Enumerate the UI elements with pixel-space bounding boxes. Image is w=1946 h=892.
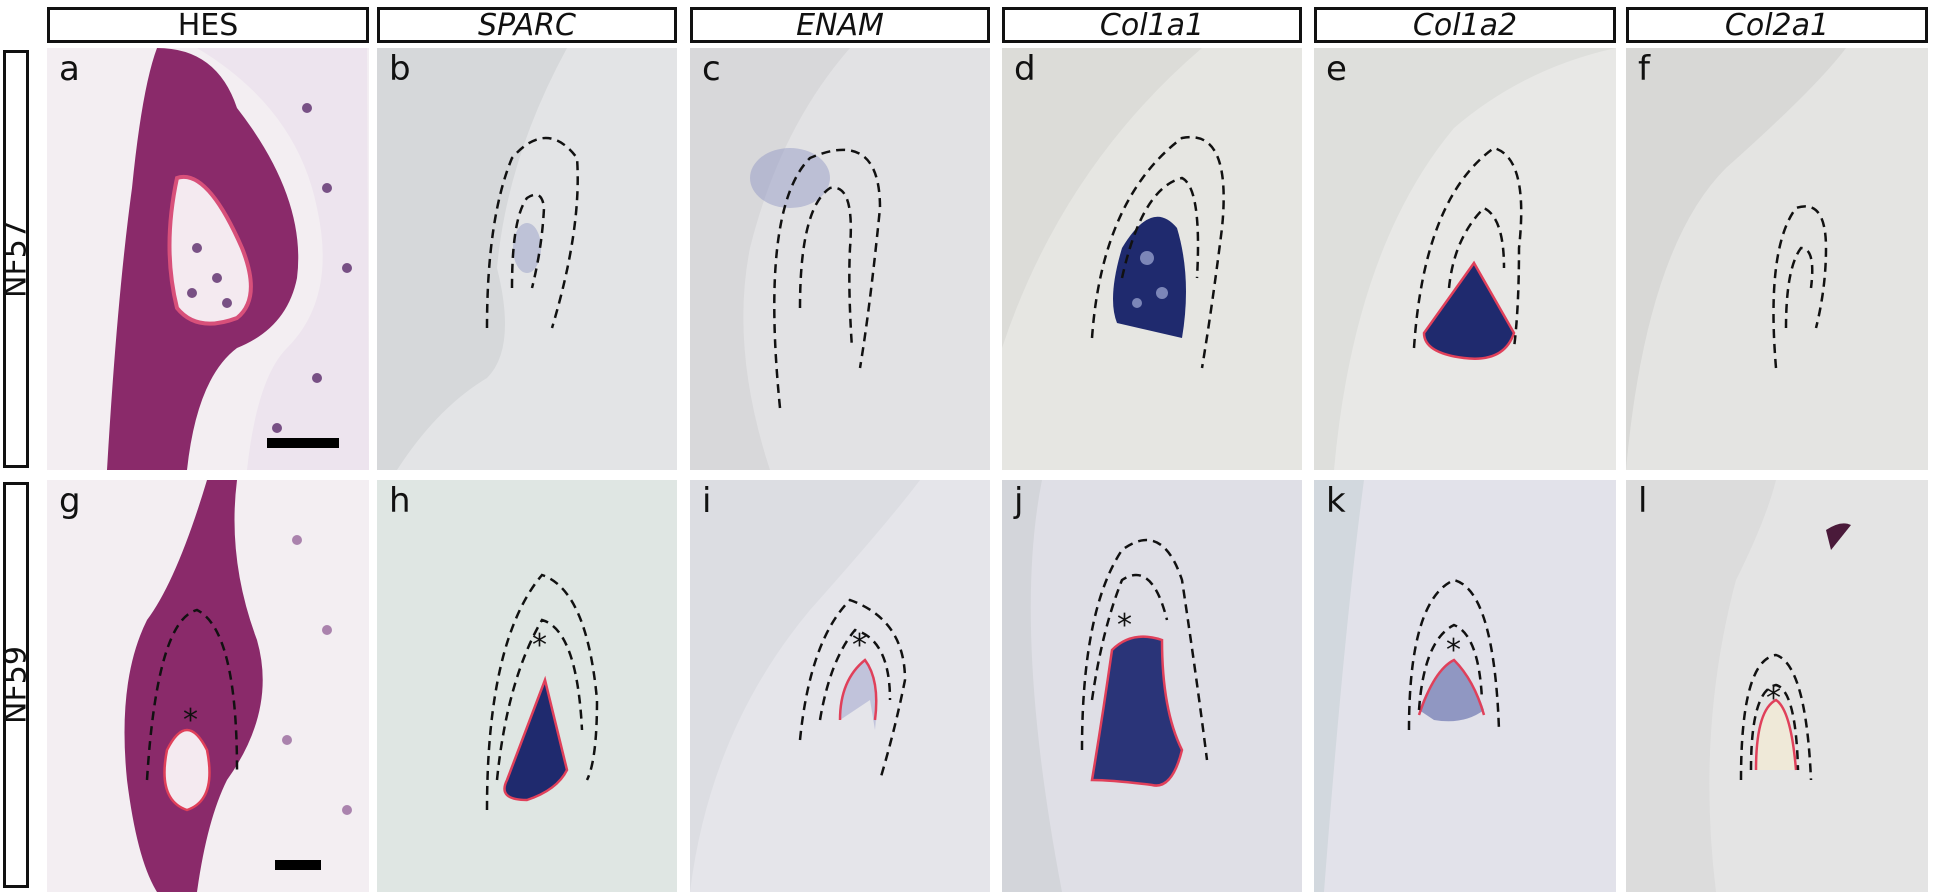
panel-g-hes-nf59: * g [47, 480, 369, 892]
row-label-nf59: NF59 [0, 482, 34, 888]
row-label-text: NF59 [0, 646, 34, 724]
panel-letter: l [1638, 481, 1648, 521]
panel-a-hes-nf57: a [47, 48, 369, 470]
panel-letter: d [1014, 49, 1036, 89]
panel-h-sparc-nf59: * h [377, 480, 677, 892]
micrograph-enam: * [690, 480, 990, 892]
panel-letter: c [702, 49, 721, 89]
micrograph-col2a1: * [1626, 480, 1928, 892]
column-header-col1a2: Col1a2 [1314, 7, 1616, 43]
panel-letter: i [702, 481, 712, 521]
row-label-text: NF57 [0, 220, 34, 298]
column-header-col2a1: Col2a1 [1626, 7, 1928, 43]
asterisk-marker: * [532, 628, 547, 663]
panel-d-col1a1-nf57: d [1002, 48, 1302, 470]
asterisk-marker: * [183, 703, 198, 738]
scale-bar [267, 438, 339, 448]
panel-c-enam-nf57: c [690, 48, 990, 470]
panel-letter: e [1326, 49, 1347, 89]
panel-e-col1a2-nf57: e [1314, 48, 1616, 470]
panel-letter: k [1326, 481, 1346, 521]
panel-letter: f [1638, 49, 1650, 89]
panel-letter: a [59, 49, 80, 89]
micrograph-col1a1: * [1002, 480, 1302, 892]
micrograph-hes [47, 48, 369, 470]
asterisk-marker: * [1446, 633, 1461, 668]
row-label-nf57: NF57 [0, 50, 34, 468]
micrograph-col1a2: * [1314, 480, 1616, 892]
scale-bar [275, 860, 321, 870]
panel-f-col2a1-nf57: f [1626, 48, 1928, 470]
column-header-sparc: SPARC [377, 7, 677, 43]
asterisk-marker: * [1117, 608, 1132, 643]
asterisk-marker: * [852, 628, 867, 663]
panel-letter: j [1014, 481, 1024, 521]
panel-j-col1a1-nf59: * j [1002, 480, 1302, 892]
panel-letter: g [59, 481, 81, 521]
panel-k-col1a2-nf59: * k [1314, 480, 1616, 892]
panel-l-col2a1-nf59: * l [1626, 480, 1928, 892]
micrograph-hes: * [47, 480, 369, 892]
micrograph-sparc: * [377, 480, 677, 892]
micrograph-enam [690, 48, 990, 470]
micrograph-sparc [377, 48, 677, 470]
panel-i-enam-nf59: * i [690, 480, 990, 892]
column-header-hes: HES [47, 7, 369, 43]
column-header-enam: ENAM [690, 7, 990, 43]
micrograph-col1a1 [1002, 48, 1302, 470]
column-header-col1a1: Col1a1 [1002, 7, 1302, 43]
panel-letter: h [389, 481, 411, 521]
asterisk-marker: * [1766, 681, 1781, 716]
panel-letter: b [389, 49, 411, 89]
micrograph-col1a2 [1314, 48, 1616, 470]
panel-b-sparc-nf57: b [377, 48, 677, 470]
micrograph-col2a1 [1626, 48, 1928, 470]
